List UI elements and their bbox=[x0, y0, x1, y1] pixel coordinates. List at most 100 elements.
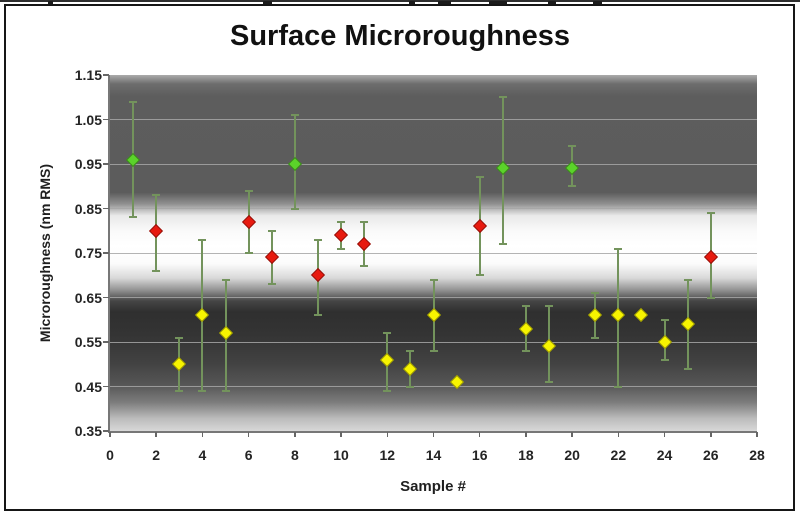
error-bar-cap-bottom bbox=[614, 385, 623, 388]
error-bar-cap-top bbox=[152, 194, 161, 197]
error-bar-cap-bottom bbox=[360, 265, 369, 268]
x-tick-label: 2 bbox=[152, 447, 161, 463]
y-tick-label: 0.65 bbox=[74, 289, 102, 306]
error-bar-cap-top bbox=[429, 278, 438, 281]
x-axis-tick bbox=[571, 432, 573, 437]
error-bar-cap-top bbox=[660, 318, 669, 321]
error-bar-cap-top bbox=[568, 145, 577, 148]
x-axis-tick bbox=[247, 432, 250, 437]
y-tick-label: 0.75 bbox=[74, 245, 102, 261]
y-axis-line bbox=[108, 75, 110, 433]
y-axis-tick bbox=[103, 163, 109, 165]
y-tick-label: 0.45 bbox=[74, 378, 102, 395]
error-bar-cap-top bbox=[406, 349, 415, 352]
y-axis-tick bbox=[103, 74, 109, 76]
error-bar-cap-bottom bbox=[660, 358, 669, 361]
x-axis-tick bbox=[617, 432, 620, 437]
x-axis-tick bbox=[710, 432, 712, 437]
x-tick-label: 10 bbox=[333, 447, 349, 463]
gridline bbox=[110, 119, 757, 120]
error-bar-cap-top bbox=[290, 114, 299, 117]
y-tick-label: 1.15 bbox=[74, 67, 102, 83]
y-tick-label: 0.85 bbox=[74, 200, 102, 217]
gridline bbox=[110, 163, 757, 165]
error-bar-cap-bottom bbox=[129, 216, 138, 219]
x-axis-tick bbox=[663, 432, 666, 437]
gridline bbox=[110, 386, 757, 387]
y-axis-tick bbox=[103, 252, 109, 254]
y-axis-title: Microroughness (nm RMS) bbox=[37, 163, 53, 343]
cropped-text-fragment bbox=[489, 1, 507, 5]
cropped-text-fragment bbox=[438, 1, 451, 5]
x-axis-tick bbox=[155, 432, 157, 437]
y-axis-tick bbox=[103, 296, 109, 299]
x-axis-tick bbox=[201, 432, 204, 437]
error-bar-cap-top bbox=[521, 305, 530, 308]
y-tick-label: 0.35 bbox=[74, 423, 102, 439]
x-axis-tick bbox=[340, 432, 342, 437]
x-tick-label: 8 bbox=[290, 447, 299, 463]
error-bar-cap-top bbox=[383, 332, 392, 335]
y-axis-tick bbox=[103, 341, 109, 343]
error-bar-cap-bottom bbox=[313, 314, 322, 317]
error-bar-cap-bottom bbox=[406, 385, 415, 388]
cropped-text-fragment bbox=[409, 1, 415, 5]
error-bar-cap-top bbox=[360, 220, 369, 223]
plot-area bbox=[110, 75, 757, 431]
cropped-text-fragment bbox=[263, 1, 272, 5]
error-bar-cap-top bbox=[267, 229, 276, 232]
y-axis-tick bbox=[103, 430, 109, 432]
x-axis-tick bbox=[756, 432, 758, 437]
y-tick-label: 0.95 bbox=[74, 156, 102, 172]
x-tick-label: 12 bbox=[379, 447, 396, 463]
cropped-text-fragment bbox=[548, 1, 556, 5]
error-bar-cap-bottom bbox=[683, 367, 692, 370]
error-bar-cap-top bbox=[591, 292, 600, 295]
x-tick-label: 4 bbox=[198, 447, 207, 463]
error-bar-cap-bottom bbox=[429, 349, 438, 352]
y-axis-tick bbox=[103, 118, 109, 121]
error-bar-cap-bottom bbox=[198, 389, 207, 392]
cropped-text-line bbox=[0, 0, 800, 2]
cropped-text-fragment bbox=[48, 1, 53, 5]
y-tick-label: 0.55 bbox=[74, 334, 102, 350]
x-axis-title: Sample # bbox=[400, 478, 466, 495]
error-bar-cap-top bbox=[175, 336, 184, 339]
error-bar-cap-bottom bbox=[475, 274, 484, 277]
bottom-margin bbox=[0, 512, 800, 522]
error-bar-cap-bottom bbox=[568, 185, 577, 188]
error-bar-cap-bottom bbox=[498, 243, 507, 246]
error-bar-cap-bottom bbox=[521, 349, 530, 352]
x-tick-label: 14 bbox=[425, 447, 442, 463]
y-axis-tick bbox=[103, 385, 109, 388]
x-tick-label: 16 bbox=[471, 447, 488, 463]
error-bar-cap-top bbox=[337, 220, 346, 223]
error-bar-cap-top bbox=[129, 100, 138, 103]
x-axis-tick bbox=[525, 432, 527, 437]
x-axis-tick bbox=[386, 432, 389, 437]
error-bar-cap-bottom bbox=[545, 381, 554, 384]
error-bar-cap-top bbox=[198, 238, 207, 241]
x-tick-label: 6 bbox=[244, 447, 253, 463]
x-axis-line bbox=[108, 431, 757, 433]
x-tick-label: 26 bbox=[702, 447, 719, 463]
error-bar-cap-top bbox=[498, 96, 507, 99]
x-tick-label: 0 bbox=[106, 447, 114, 463]
y-axis-tick bbox=[103, 207, 109, 210]
error-bar-cap-top bbox=[221, 278, 230, 281]
y-tick-label: 1.05 bbox=[74, 111, 102, 128]
error-bar-cap-top bbox=[475, 176, 484, 179]
x-axis-tick bbox=[432, 432, 435, 437]
x-tick-label: 22 bbox=[610, 447, 627, 463]
error-bar-cap-bottom bbox=[221, 389, 230, 392]
cropped-text-fragment bbox=[593, 1, 602, 5]
error-bar-cap-top bbox=[683, 278, 692, 281]
error-bar-cap-bottom bbox=[337, 247, 346, 250]
x-axis-tick bbox=[294, 432, 296, 437]
error-bar-cap-top bbox=[706, 211, 715, 214]
error-bar-cap-top bbox=[244, 189, 253, 192]
error-bar-cap-bottom bbox=[244, 252, 253, 254]
error-bar-cap-bottom bbox=[267, 283, 276, 286]
error-bar-cap-top bbox=[313, 238, 322, 241]
